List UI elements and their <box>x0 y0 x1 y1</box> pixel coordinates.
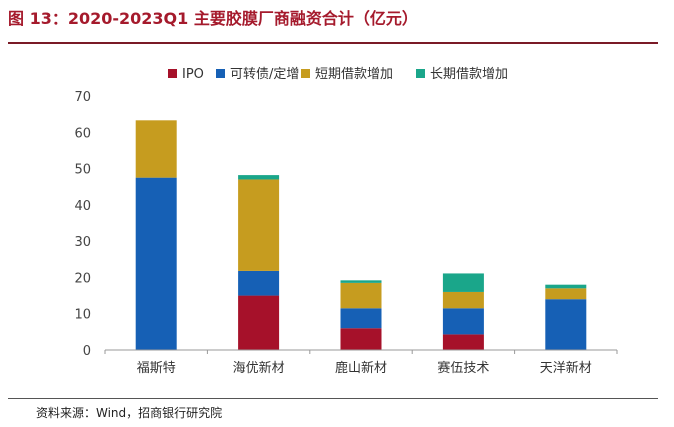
bar-segment <box>442 273 484 292</box>
legend: IPO 可转债/定增 短期借款增加 长期借款增加 <box>168 67 508 82</box>
source-note: 资料来源：Wind，招商银行研究院 <box>36 406 223 420</box>
legend-swatch <box>168 69 177 78</box>
bar-segment <box>340 280 382 283</box>
bar-segment <box>340 282 382 309</box>
bar-segment <box>545 284 587 289</box>
bar-segment <box>238 179 280 271</box>
bar-segment <box>442 308 484 335</box>
y-tick-label: 40 <box>74 199 91 214</box>
bar-segment <box>238 270 280 296</box>
legend-swatch <box>301 69 310 78</box>
bar-segment <box>135 120 177 178</box>
bar-segment <box>545 288 587 300</box>
x-category-label: 福斯特 <box>137 361 176 376</box>
bar-segment <box>340 308 382 329</box>
bar-segment <box>545 299 587 350</box>
legend-swatch <box>416 69 425 78</box>
x-category-label: 海优新材 <box>233 360 285 376</box>
legend-label: 长期借款增加 <box>430 67 508 82</box>
bar-segment <box>238 295 280 350</box>
chart-title: 图 13：2020-2023Q1 主要胶膜厂商融资合计（亿元） <box>8 9 418 28</box>
bar-segment <box>442 291 484 309</box>
bar-segment <box>340 328 382 350</box>
legend-swatch <box>216 69 225 78</box>
y-tick-label: 20 <box>74 271 91 286</box>
y-axis: 0 10 20 30 40 50 60 70 <box>74 90 91 359</box>
stacked-bar-chart: IPO 可转债/定增 短期借款增加 长期借款增加 0 10 20 30 40 50 60 70 福斯… <box>74 67 618 376</box>
x-category-label: 鹿山新材 <box>335 360 387 376</box>
y-tick-label: 50 <box>74 163 91 178</box>
y-tick-label: 10 <box>74 308 91 323</box>
x-category-label: 天洋新材 <box>540 360 592 376</box>
legend-label: 短期借款增加 <box>315 67 393 82</box>
footer-divider <box>8 398 658 399</box>
bar-segment <box>135 177 177 350</box>
bars <box>135 120 587 350</box>
legend-label: 可转债/定增 <box>230 67 299 82</box>
legend-label: IPO <box>182 67 204 82</box>
title-divider <box>8 42 658 44</box>
x-category-label: 赛伍技术 <box>437 360 489 376</box>
bar-segment <box>442 334 484 350</box>
y-tick-label: 60 <box>74 126 91 141</box>
y-tick-label: 30 <box>74 235 91 250</box>
y-tick-label: 0 <box>83 344 91 359</box>
x-axis: 福斯特 海优新材 鹿山新材 赛伍技术 天洋新材 <box>104 349 618 376</box>
bar-segment <box>238 175 280 180</box>
y-tick-label: 70 <box>74 90 91 105</box>
